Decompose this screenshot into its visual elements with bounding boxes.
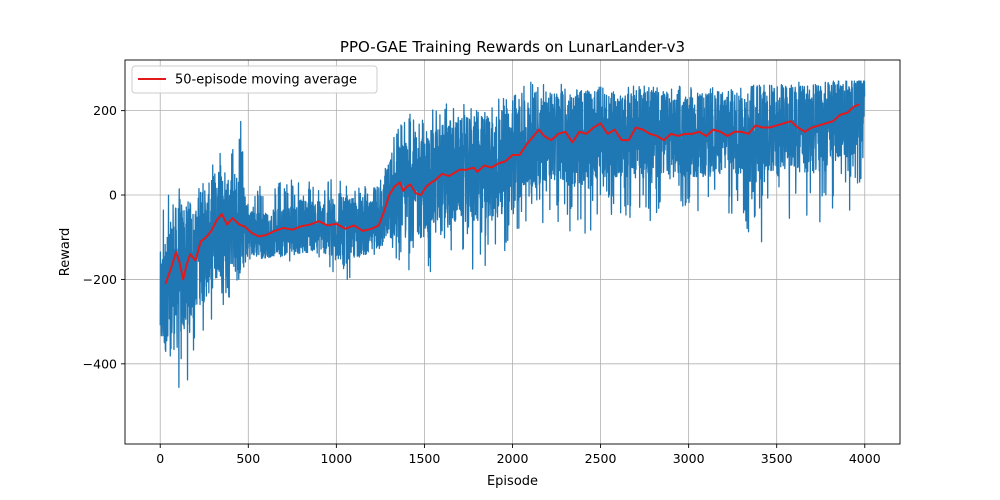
moving-average-series: [164, 103, 860, 284]
y-tick-label: 200: [93, 103, 117, 118]
x-tick-label: 0: [156, 451, 164, 466]
y-tick-label: −400: [83, 356, 117, 371]
y-tick-label: −200: [83, 272, 117, 287]
y-axis-label: Reward: [58, 228, 73, 276]
x-axis-label: Episode: [487, 474, 538, 489]
x-tick-label: 500: [236, 451, 260, 466]
y-tick-label: 0: [109, 188, 117, 203]
legend-label: 50-episode moving average: [175, 73, 357, 88]
x-axis-ticks: 0 500 1000 1500 2000 2500 3000 3500 4000: [156, 444, 881, 466]
y-axis-ticks: −400 −200 0 200: [83, 103, 125, 371]
legend-box: [131, 65, 378, 94]
x-tick-label: 1000: [320, 451, 352, 466]
x-tick-label: 1500: [409, 451, 441, 466]
moving-average-line: [164, 103, 860, 284]
legend: 50-episode moving average: [131, 65, 378, 94]
x-tick-label: 4000: [849, 451, 881, 466]
raw-reward-series: [159, 80, 866, 388]
chart-title: PPO-GAE Training Rewards on LunarLander-…: [340, 38, 685, 56]
x-tick-label: 3000: [673, 451, 705, 466]
x-tick-label: 2000: [497, 451, 529, 466]
raw-reward-line: [159, 80, 866, 388]
x-tick-label: 2500: [585, 451, 617, 466]
x-tick-label: 3500: [761, 451, 793, 466]
